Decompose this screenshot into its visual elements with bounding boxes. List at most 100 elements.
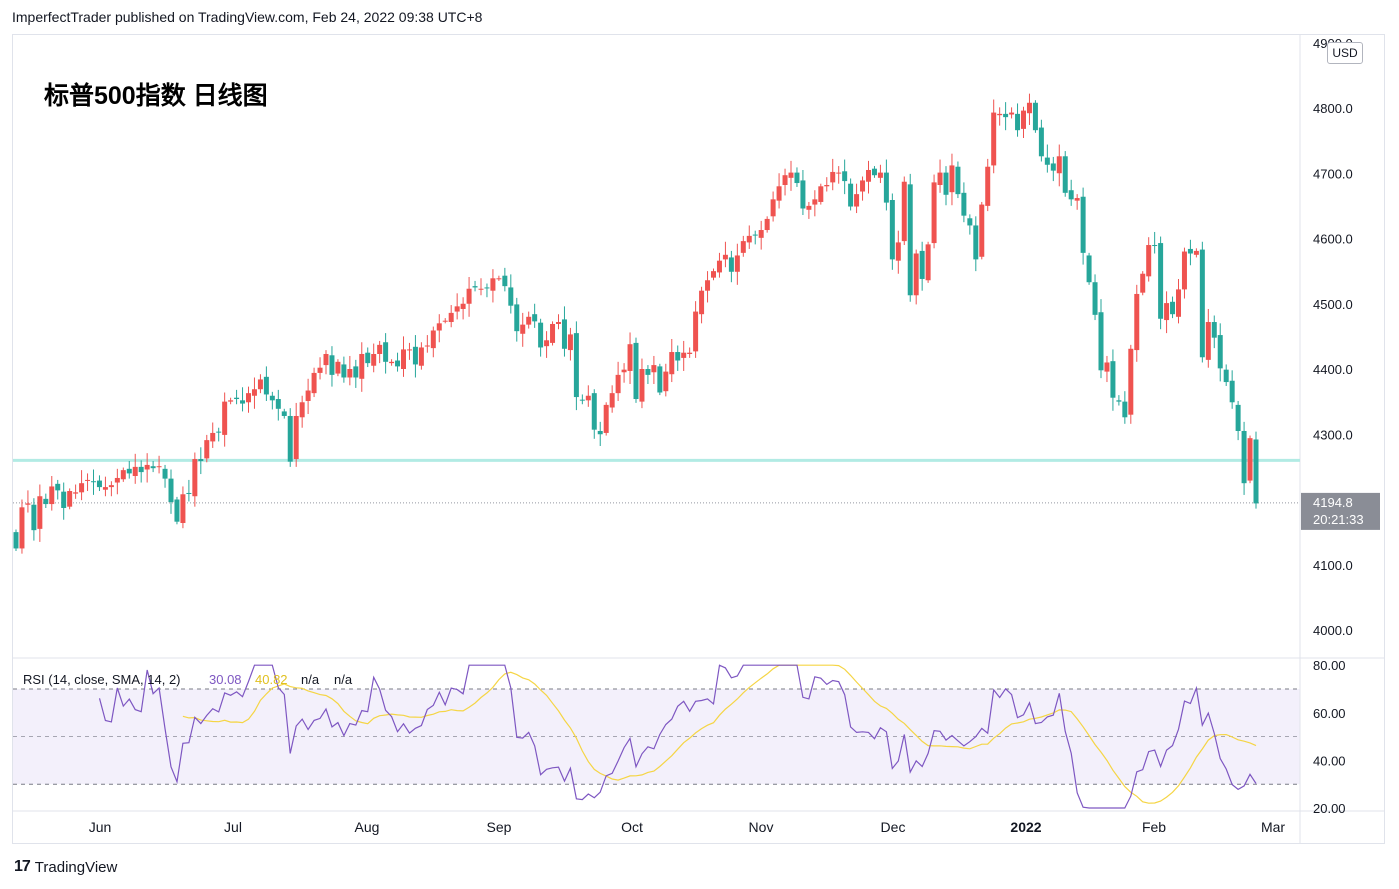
price-tick-label: 4100.0	[1313, 558, 1353, 573]
candle-body	[383, 342, 389, 362]
candle-body	[758, 230, 764, 238]
candle-body	[788, 172, 794, 178]
candle-body	[728, 257, 734, 272]
rsi-na-1: n/a	[301, 672, 320, 687]
candle-body	[800, 180, 806, 209]
candle-body	[621, 369, 627, 373]
candle-body	[1205, 322, 1211, 360]
price-tick-label: 4800.0	[1313, 101, 1353, 116]
x-label-nov: Nov	[749, 819, 774, 835]
candle-body	[716, 260, 722, 273]
publish-info: ImperfectTrader published on TradingView…	[12, 9, 483, 25]
candle-body	[1038, 127, 1044, 157]
candle-body	[1217, 335, 1223, 369]
candle-body	[520, 324, 526, 334]
candle-body	[335, 361, 341, 374]
candle-body	[168, 478, 174, 503]
candle-body	[746, 235, 752, 243]
rsi-na-2: n/a	[334, 672, 353, 687]
candle-body	[1080, 196, 1086, 253]
candle-body	[395, 360, 401, 367]
candle-body	[1032, 102, 1038, 131]
candle-body	[91, 481, 96, 483]
candle-body	[848, 183, 854, 207]
rsi-tick-label: 80.00	[1313, 658, 1346, 673]
brand-name: TradingView	[34, 858, 118, 876]
candle-body	[1026, 102, 1032, 114]
candle-body	[943, 172, 949, 195]
candle-body	[681, 352, 687, 358]
tradingview-footer[interactable]: 17 TradingView	[14, 858, 117, 876]
candle-body	[472, 286, 478, 288]
candle-body	[514, 304, 520, 332]
candle-body	[1181, 251, 1187, 290]
x-label-sep: Sep	[487, 819, 512, 835]
candle-body	[234, 397, 240, 400]
candle-body	[287, 415, 293, 462]
candle-body	[305, 390, 311, 401]
candle-body	[174, 499, 180, 522]
candle-body	[633, 342, 639, 400]
candle-body	[198, 459, 204, 462]
candle-body	[1021, 110, 1026, 129]
candle-body	[401, 349, 406, 369]
candle-body	[377, 344, 383, 354]
candle-body	[31, 504, 37, 531]
candle-body	[448, 312, 454, 323]
candle-body	[502, 275, 508, 287]
x-label-feb: Feb	[1142, 819, 1166, 835]
candle-body	[967, 218, 973, 226]
candle-body	[257, 379, 263, 390]
price-tick-label: 4700.0	[1313, 166, 1353, 181]
candle-body	[567, 334, 573, 351]
tradingview-logo-icon: 17	[14, 858, 31, 875]
candle-body	[937, 172, 943, 185]
candle-body	[955, 166, 961, 195]
candle-body	[389, 361, 395, 364]
price-tick-label: 4000.0	[1313, 623, 1353, 638]
candle-body	[949, 165, 955, 193]
candle-body	[770, 199, 776, 217]
candle-body	[37, 496, 43, 529]
candle-body	[1241, 430, 1247, 484]
candle-body	[1110, 361, 1116, 398]
candle-body	[1253, 439, 1259, 504]
candle-body	[371, 353, 377, 366]
rsi-tick-label: 60.00	[1313, 706, 1346, 721]
candle-body	[556, 322, 561, 324]
candle-body	[687, 352, 693, 354]
candle-body	[794, 172, 800, 184]
price-tick-label: 4300.0	[1313, 427, 1353, 442]
rsi-label: RSI (14, close, SMA, 14, 2)	[23, 672, 181, 687]
currency-badge[interactable]: USD	[1327, 42, 1363, 64]
candle-body	[585, 395, 591, 401]
candle-body	[711, 271, 716, 278]
candle-body	[1128, 348, 1134, 415]
candle-body	[85, 479, 91, 481]
candle-body	[764, 218, 770, 231]
candle-body	[979, 204, 985, 257]
candle-body	[126, 468, 132, 474]
candle-body	[877, 172, 883, 178]
candle-body	[860, 180, 866, 192]
rsi-ma-value: 40.82	[255, 672, 288, 687]
candle-body	[657, 366, 663, 393]
price-tick-label: 4600.0	[1313, 232, 1353, 247]
candle-body	[615, 374, 621, 394]
x-label-aug: Aug	[355, 819, 380, 835]
candle-body	[1134, 293, 1140, 351]
candle-body	[538, 322, 544, 348]
candle-body	[293, 415, 299, 460]
candle-body	[222, 401, 228, 435]
x-label-jun: Jun	[89, 819, 112, 835]
candle-body	[651, 365, 657, 373]
candle-body	[985, 166, 991, 206]
candle-body	[180, 494, 186, 523]
candle-body	[216, 431, 222, 433]
chart-frame	[12, 34, 1385, 844]
candle-body	[925, 244, 931, 281]
candle-body	[1056, 156, 1062, 174]
candle-body	[812, 199, 818, 205]
candle-body	[496, 278, 502, 280]
candle-body	[842, 171, 848, 182]
